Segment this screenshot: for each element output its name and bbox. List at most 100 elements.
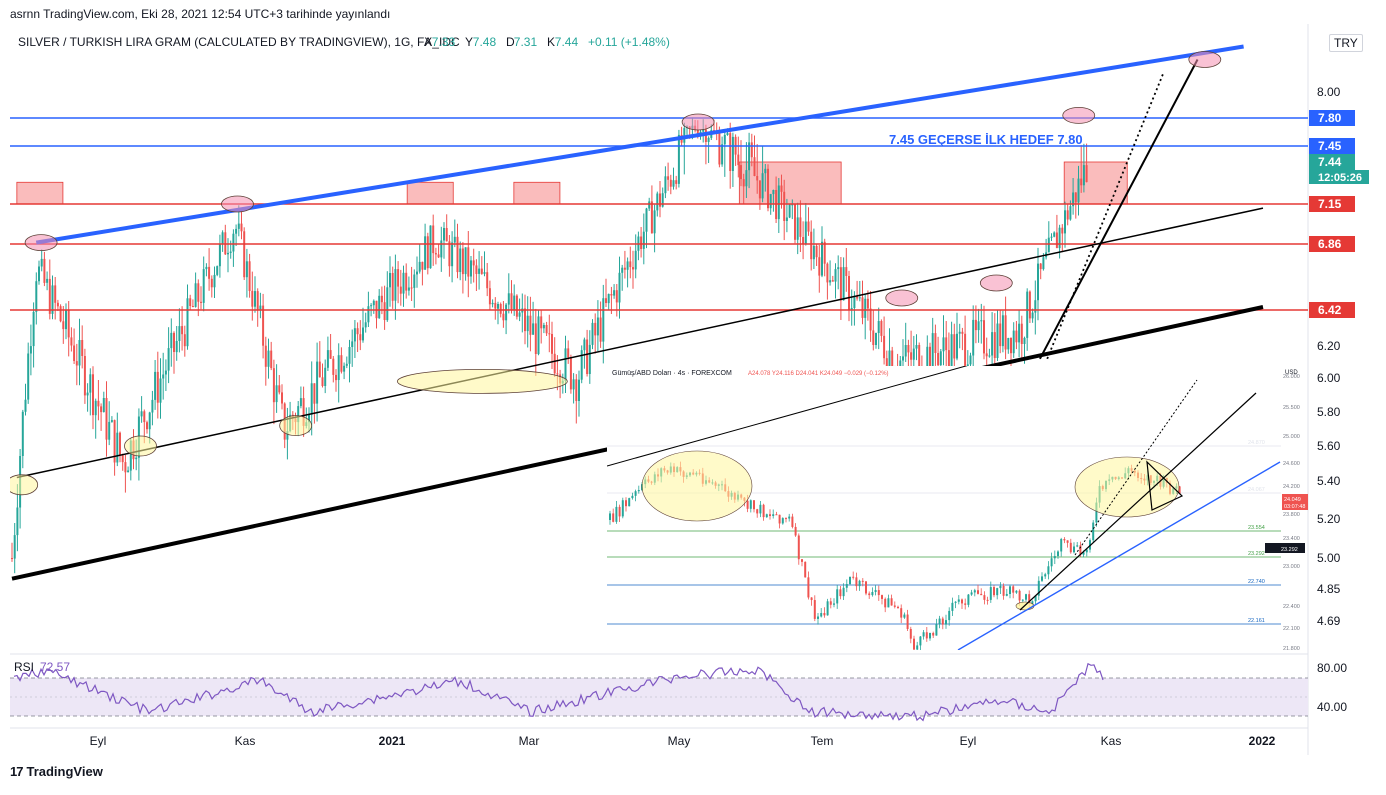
inset-candle-body (797, 535, 800, 560)
candle-body (378, 295, 381, 319)
currency-button[interactable]: TRY (1329, 34, 1363, 52)
candle-body (1028, 291, 1031, 319)
candle-body (429, 225, 432, 269)
inset-candle-body (1005, 594, 1008, 596)
highlight-ellipse-yellow (124, 435, 157, 457)
candle-body (202, 269, 205, 303)
inset-candle-body (1082, 552, 1085, 555)
price-label: 6.86 (1318, 237, 1342, 251)
inset-candle-body (890, 598, 893, 606)
candle-body (65, 310, 67, 330)
candle-body (310, 383, 313, 415)
inset-candle-body (762, 504, 765, 518)
candle-body (440, 240, 443, 258)
candle-body (869, 308, 872, 331)
inset-candle-body (1063, 539, 1066, 541)
rsi-line (13, 662, 1104, 722)
inset-candle-body (868, 593, 871, 596)
price-label-bg (1309, 170, 1369, 184)
candle-body (505, 304, 508, 321)
inset-candle-body (753, 500, 755, 510)
middle-trendline[interactable] (16, 207, 1264, 479)
candle-body (969, 355, 972, 365)
candle-body (410, 287, 413, 289)
candle-body (178, 326, 181, 341)
tradingview-brand[interactable]: 17 TradingView (10, 764, 103, 779)
candle-body (232, 233, 235, 252)
candle-body (370, 305, 373, 307)
candle-body (769, 194, 772, 209)
inset-candle-body (893, 605, 896, 607)
candle-body (551, 334, 553, 354)
candle-body (445, 228, 448, 242)
candle-body (146, 422, 148, 430)
inset-candle-body (935, 624, 938, 636)
candle-body (1031, 312, 1034, 319)
candle-body (783, 191, 786, 221)
highlight-ellipse-pink (885, 289, 919, 307)
candle-body (950, 334, 953, 371)
inset-triangle (1146, 460, 1184, 511)
candle-body (286, 431, 289, 440)
candle-body (572, 379, 575, 390)
candle-body (659, 193, 661, 207)
highlight-ellipse-pink (1188, 51, 1222, 68)
candle-body (313, 383, 316, 404)
brand-label: TradingView (26, 764, 103, 779)
candle-body (391, 273, 394, 301)
candle-body (953, 334, 956, 359)
inset-candle-body (833, 603, 835, 605)
candle-body (264, 345, 267, 367)
candle-body (615, 290, 618, 303)
candle-body (740, 165, 742, 180)
inset-candle-body (884, 598, 887, 608)
candle-body (364, 322, 367, 328)
candle-body (1010, 338, 1012, 354)
candle-body (888, 350, 891, 370)
candle-body (194, 283, 197, 307)
candle-body (915, 345, 918, 349)
candle-body (999, 323, 1002, 347)
candle-body (267, 350, 270, 367)
candle-body (764, 168, 767, 174)
candle-body (394, 269, 397, 301)
candle-body (275, 385, 278, 403)
candle-body (148, 412, 151, 430)
candle-body (1080, 178, 1083, 186)
inset-candle-body (855, 577, 858, 587)
candle-body (731, 136, 734, 171)
inset-candle-body (1069, 542, 1072, 553)
candle-body (866, 298, 869, 309)
inset-candle-body (749, 500, 752, 509)
projection-dotted-line[interactable] (1046, 72, 1165, 360)
candle-body (351, 341, 354, 347)
candle-body (108, 421, 111, 440)
candle-body (567, 348, 570, 358)
inset-candle-body (945, 620, 947, 625)
inset-candle-body (897, 606, 899, 609)
x-axis-tick: Eyl (960, 734, 977, 748)
inset-y-tick: 25.500 (1283, 405, 1300, 411)
candle-body (885, 358, 888, 370)
inset-candle-body (909, 628, 912, 639)
inset-candle-body (1060, 539, 1063, 552)
candle-body (977, 321, 980, 331)
candle-body (875, 332, 877, 345)
candle-body (991, 332, 994, 356)
inset-candle-body (932, 632, 935, 636)
candle-body (127, 470, 130, 473)
inset-candle-body (1079, 545, 1082, 555)
candle-body (553, 353, 556, 374)
inset-candle-body (938, 618, 941, 625)
candle-body (942, 337, 945, 352)
breakout-trendline[interactable] (1039, 59, 1199, 360)
candle-body (629, 261, 632, 268)
candle-body (40, 258, 43, 267)
inset-candle-body (785, 518, 787, 520)
candle-body (402, 272, 405, 294)
symbol-header: SILVER / TURKISH LIRA GRAM (CALCULATED B… (18, 35, 460, 49)
x-axis-tick: Mar (519, 734, 540, 748)
inset-candle-body (948, 610, 951, 621)
